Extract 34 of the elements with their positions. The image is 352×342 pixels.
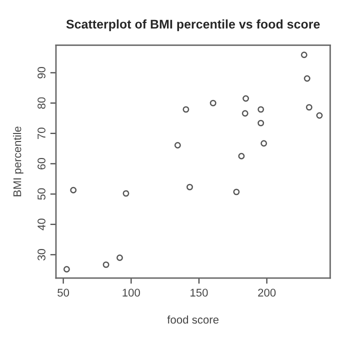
point [122,190,130,197]
point [186,184,193,190]
x-tick-label: 200 [258,288,276,297]
point [300,52,308,58]
y-axis-title: BMI percentile [13,126,24,196]
point [260,140,268,147]
point [242,110,248,117]
point [304,75,310,82]
point [210,100,216,106]
point [258,106,264,113]
point [242,95,250,102]
point [116,254,123,261]
x-tick-label: 100 [122,288,140,297]
point [258,120,264,126]
y-tick-label: 40 [38,218,46,230]
chart-title: Scatterplot of BMI percentile vs food score [66,19,320,32]
point [306,104,312,111]
y-tick-label: 30 [38,248,46,260]
point [102,261,110,268]
point [174,142,181,148]
point [182,106,190,113]
y-tick-label: 90 [38,66,46,78]
y-tick-label: 70 [38,128,46,139]
point [316,112,323,119]
point [63,266,70,272]
x-tick-label: 50 [58,288,70,297]
y-tick-label: 50 [38,188,46,200]
point [238,152,245,160]
x-axis-title: food score [167,315,219,324]
point [70,186,77,194]
y-tick-label: 60 [38,158,46,170]
y-tick-label: 80 [38,97,46,109]
x-tick-label: 150 [190,288,208,297]
point [233,188,240,196]
